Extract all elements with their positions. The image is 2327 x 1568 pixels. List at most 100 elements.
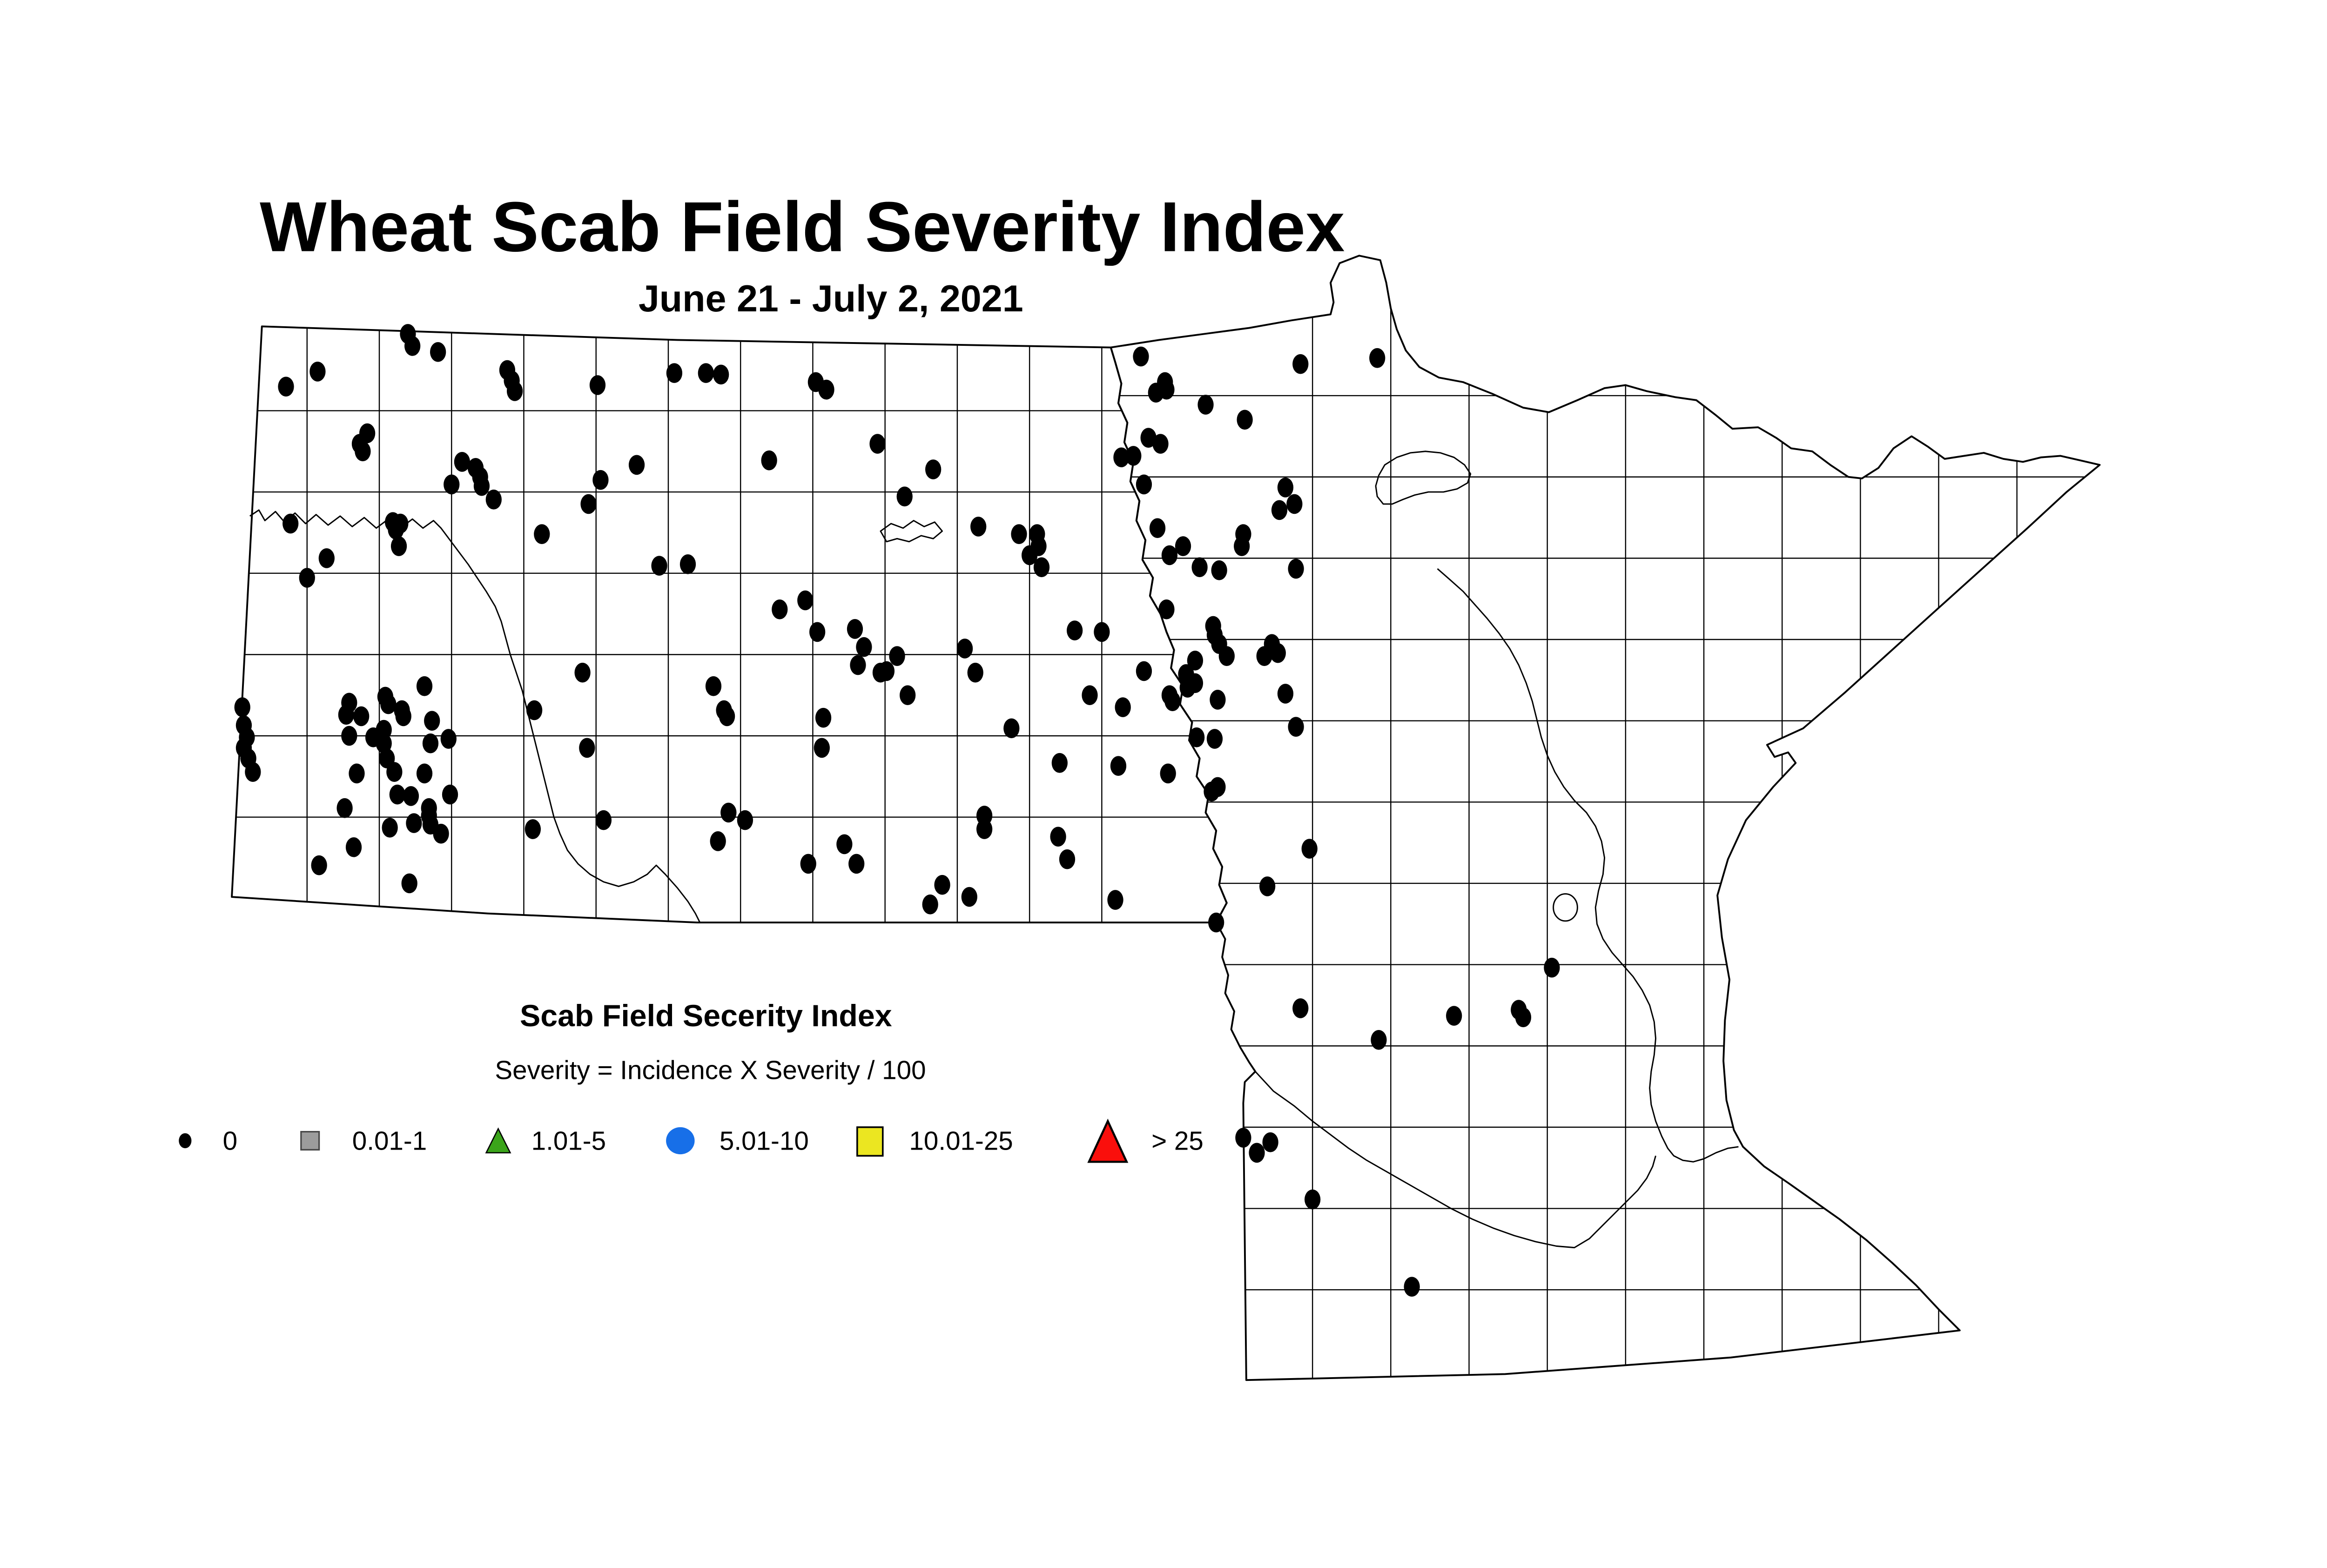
severity-point: [772, 599, 788, 619]
severity-points-layer: [234, 324, 1560, 1297]
severity-point: [666, 363, 683, 383]
devils-lake: [880, 520, 943, 543]
severity-point: [1148, 383, 1164, 403]
page-background: [0, 169, 2327, 1399]
legend-title: Scab Field Secerity Index: [520, 999, 892, 1033]
severity-point: [836, 834, 853, 855]
severity-point: [1050, 827, 1066, 847]
severity-point: [1369, 348, 1385, 368]
severity-point: [1301, 839, 1318, 859]
legend-triangle-icon: [485, 1127, 511, 1154]
missouri-river: [249, 509, 701, 923]
severity-point: [698, 363, 714, 383]
severity-point: [245, 762, 261, 782]
severity-point: [1067, 620, 1083, 640]
severity-point: [705, 676, 722, 696]
severity-point: [442, 784, 458, 805]
page-subtitle: June 21 - July 2, 2021: [639, 278, 1023, 320]
legend-item-label: 10.01-25: [909, 1126, 1013, 1155]
severity-point: [1059, 849, 1076, 869]
severity-point: [309, 361, 326, 382]
legend-item: 10.01-25: [856, 1126, 1013, 1157]
severity-point: [956, 639, 973, 659]
severity-point: [1094, 622, 1110, 642]
severity-point: [1292, 354, 1309, 374]
severity-point: [628, 455, 645, 475]
severity-point: [847, 619, 863, 639]
severity-point: [336, 798, 353, 818]
severity-point: [1515, 1007, 1532, 1028]
severity-point: [403, 786, 419, 806]
severity-point: [1011, 524, 1027, 544]
severity-point: [1404, 1277, 1420, 1297]
severity-point: [341, 726, 357, 746]
severity-point: [1110, 756, 1127, 776]
severity-point: [1305, 1189, 1321, 1210]
severity-point: [382, 817, 398, 838]
severity-point: [1262, 1132, 1278, 1152]
severity-point: [976, 819, 993, 839]
severity-point: [485, 489, 502, 510]
severity-point: [1235, 1128, 1251, 1148]
legend-item: 1.01-5: [485, 1126, 606, 1155]
severity-point: [1446, 1006, 1462, 1026]
severity-point: [1206, 729, 1223, 749]
severity-point: [395, 706, 411, 727]
severity-point: [1161, 545, 1178, 565]
severity-point: [416, 763, 433, 784]
severity-point: [1286, 494, 1303, 514]
severity-point: [900, 685, 916, 706]
legend-dot-icon: [179, 1133, 192, 1149]
severity-point: [1033, 557, 1050, 578]
severity-point: [1082, 685, 1098, 706]
severity-point: [1175, 536, 1191, 556]
severity-point: [896, 486, 913, 507]
severity-point: [338, 705, 354, 725]
severity-point: [818, 379, 834, 400]
severity-point: [872, 662, 889, 683]
legend-large-triangle-icon: [1087, 1118, 1129, 1163]
severity-point: [388, 519, 404, 540]
severity-point: [1179, 678, 1196, 698]
severity-point: [1115, 697, 1131, 717]
severity-point: [1211, 560, 1227, 580]
severity-point: [454, 452, 471, 472]
severity-point: [406, 813, 422, 833]
page-title: Wheat Scab Field Severity Index: [260, 188, 1345, 267]
severity-point: [720, 802, 737, 823]
severity-point: [349, 763, 365, 784]
severity-point: [737, 810, 753, 830]
severity-point: [416, 676, 433, 696]
severity-point: [404, 336, 421, 356]
severity-point: [424, 711, 440, 731]
severity-point: [889, 646, 905, 666]
legend-item: 0: [179, 1126, 237, 1155]
legend: Scab Field Secerity Index Severity = Inc…: [179, 999, 1204, 1163]
severity-point: [299, 568, 315, 588]
severity-point: [967, 662, 983, 683]
severity-point: [318, 548, 335, 568]
severity-point: [534, 524, 550, 544]
severity-point: [1277, 478, 1294, 498]
severity-point: [1164, 691, 1181, 711]
legend-circle-icon: [666, 1127, 695, 1155]
severity-point: [1210, 690, 1226, 710]
severity-point: [282, 513, 299, 534]
severity-point: [376, 733, 392, 754]
severity-point: [1218, 646, 1235, 666]
severity-point: [345, 837, 362, 857]
legend-formula: Severity = Incidence X Severity / 100: [495, 1055, 926, 1084]
severity-point: [1292, 998, 1309, 1018]
severity-point: [1187, 650, 1204, 671]
severity-point: [1051, 753, 1068, 773]
severity-point: [970, 517, 987, 537]
severity-point: [1125, 446, 1142, 466]
severity-point: [386, 762, 403, 782]
severity-point: [580, 494, 597, 514]
severity-point: [1249, 1143, 1265, 1163]
severity-point: [797, 590, 814, 611]
severity-point: [1371, 1030, 1387, 1050]
legend-item-label: 1.01-5: [531, 1126, 606, 1155]
severity-point: [815, 707, 832, 728]
